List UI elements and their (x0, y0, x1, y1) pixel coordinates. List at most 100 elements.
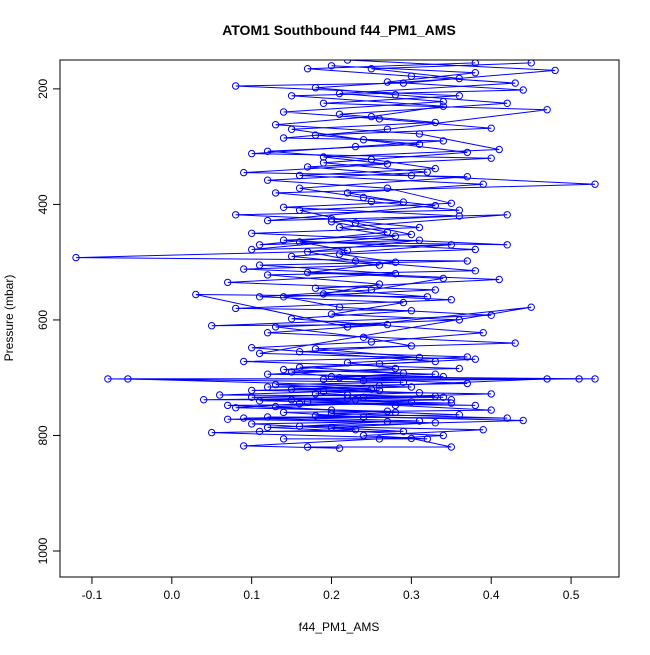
data-point (487, 390, 495, 398)
data-point (503, 99, 511, 108)
data-point (343, 359, 352, 367)
data-point (255, 427, 264, 436)
data-point (495, 275, 503, 284)
data-point (471, 267, 479, 275)
data-point (391, 364, 400, 373)
data-point (240, 265, 248, 273)
data-point (591, 180, 599, 188)
data-point (455, 92, 463, 100)
data-point (487, 154, 495, 162)
data-point (471, 355, 479, 363)
data-point (287, 385, 296, 393)
data-point (311, 390, 320, 398)
data-point (335, 444, 344, 452)
data-point (311, 412, 320, 420)
data-point (327, 310, 336, 318)
data-point (375, 115, 384, 123)
plot-layer (72, 60, 599, 452)
data-point (479, 180, 487, 188)
x-tick-label: 0.2 (323, 588, 340, 602)
data-point (383, 320, 392, 329)
data-point (391, 270, 400, 278)
x-axis-label: f44_PM1_AMS (299, 620, 380, 634)
data-point (487, 406, 495, 414)
data-point (455, 411, 463, 419)
data-point (391, 401, 400, 410)
data-point (463, 148, 471, 157)
data-point (279, 203, 288, 212)
data-point (255, 349, 264, 358)
data-point (359, 431, 368, 440)
data-point (327, 62, 336, 70)
data-point (104, 375, 112, 383)
data-point (319, 375, 328, 384)
data-point (503, 241, 511, 249)
data-point (240, 357, 248, 366)
data-point (335, 223, 344, 232)
data-point (455, 212, 463, 220)
data-point (192, 290, 200, 299)
data-point (343, 189, 352, 197)
data-point (455, 74, 463, 83)
data-point (327, 423, 336, 432)
data-point (216, 391, 224, 399)
data-point (439, 102, 447, 110)
data-point (487, 311, 495, 319)
data-point (511, 339, 519, 347)
data-point (248, 149, 256, 158)
data-point (279, 365, 288, 374)
data-point (463, 257, 471, 265)
data-point (295, 348, 304, 356)
data-point (543, 375, 551, 383)
data-point (359, 376, 368, 385)
data-point (543, 106, 551, 114)
data-point (279, 293, 288, 301)
data-point (311, 84, 320, 92)
data-point (271, 189, 280, 197)
y-tick-label: 800 (36, 425, 50, 445)
x-tick-label: 0.5 (563, 588, 580, 602)
data-point (471, 60, 479, 67)
data-point (271, 402, 280, 411)
data-point (287, 125, 296, 134)
data-point (479, 426, 487, 434)
data-point (271, 121, 280, 129)
data-point (327, 406, 336, 414)
data-point (439, 274, 447, 283)
y-axis-label: Pressure (mbar) (2, 275, 16, 362)
data-point (487, 124, 495, 132)
x-tick-label: 0.0 (163, 588, 180, 602)
data-point (263, 271, 272, 279)
data-point (279, 408, 288, 417)
data-point (463, 379, 471, 388)
y-tick-label: 400 (36, 194, 50, 214)
data-point (319, 99, 328, 108)
data-point (311, 284, 320, 292)
data-point (279, 134, 288, 142)
data-point (391, 91, 400, 99)
data-point (471, 245, 479, 254)
series-3-line (203, 62, 516, 440)
data-point (240, 414, 248, 422)
data-point (271, 323, 280, 331)
data-point (463, 353, 471, 361)
data-point (263, 147, 272, 156)
data-point (455, 364, 463, 373)
plot-frame (59, 59, 620, 578)
data-point (248, 393, 256, 401)
data-point (311, 131, 320, 139)
data-point (479, 329, 487, 337)
data-point (359, 333, 368, 341)
axes-layer: -0.1 0.0 0.1 0.2 0.3 0.4 0.5 200 400 600 800 1000 (36, 79, 580, 602)
data-point (287, 92, 296, 100)
data-point (527, 60, 535, 67)
data-point (391, 232, 400, 240)
data-point (447, 396, 455, 404)
data-point (503, 211, 511, 219)
data-point (431, 286, 439, 294)
x-tick-label: -0.1 (82, 588, 103, 602)
data-point (359, 193, 368, 202)
data-point (335, 374, 344, 382)
data-point (72, 253, 80, 262)
